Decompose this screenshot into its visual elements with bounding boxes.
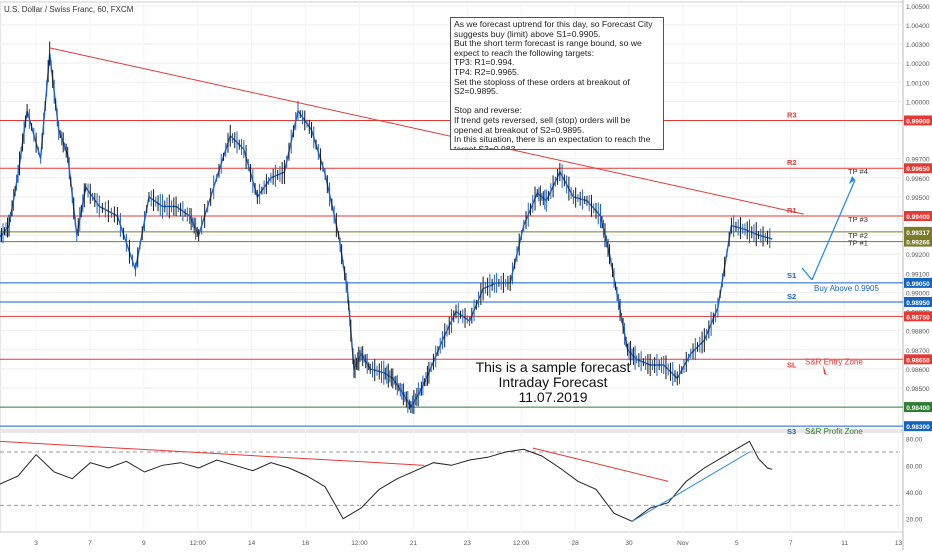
level-name-label: TP #1 [848, 239, 868, 248]
level-name-label: R2 [787, 158, 797, 167]
level-price-badge-text: 0.98950 [906, 300, 930, 307]
level-name-label: R1 [787, 206, 797, 215]
time-tick-label: Nov [677, 540, 689, 547]
time-tick-label: 3 [34, 540, 38, 547]
price-tick-label: 1.00300 [906, 42, 930, 49]
price-tick-label: 0.99200 [906, 252, 930, 259]
forecast-note: As we forecast uptrend for this day, so … [450, 17, 664, 150]
level-name-label: S1 [787, 271, 796, 280]
oscillator-tick-label: 40.00 [906, 490, 923, 497]
level-price-badge [904, 236, 932, 247]
price-tick-label: 0.98800 [906, 329, 930, 336]
time-tick-label: 21 [410, 540, 418, 547]
time-tick-label: 11 [841, 540, 848, 547]
center-text-line: This is a sample forecast [476, 359, 631, 375]
level-name-label: TP #2 [848, 231, 868, 240]
price-tick-label: 0.99000 [906, 290, 930, 297]
level-price-badge [904, 211, 932, 221]
oscillator-uptrend-line [631, 451, 750, 522]
price-tick-label: 0.98500 [906, 386, 930, 393]
entry-zone-label: S&R Entry Zone [805, 357, 863, 366]
level-price-badge-text: 0.99266 [906, 240, 930, 247]
level-price-badge [904, 421, 932, 432]
price-tick-label: 1.00100 [906, 80, 930, 87]
oscillator-tick-label: 60.00 [906, 463, 923, 470]
oscillator-tick-label: 20.00 [906, 517, 923, 524]
level-price-badge [904, 311, 932, 322]
oscillator-tick-label: 80.00 [906, 437, 923, 444]
level-price-badge-text: 0.99900 [906, 118, 930, 125]
oscillator-trendline-2 [532, 447, 669, 482]
time-tick-label: 7 [789, 540, 793, 547]
oscillator-trendline-1 [0, 440, 425, 466]
time-tick-label: 16 [302, 540, 310, 547]
level-price-badge [904, 226, 932, 237]
price-tick-label: 0.99100 [906, 271, 930, 278]
level-price-badge [904, 163, 932, 174]
entry-down-arrow [823, 365, 828, 376]
time-tick-label: 28 [571, 540, 579, 547]
level-name-label: S2 [787, 292, 796, 301]
level-price-badge-text: 0.99650 [906, 166, 930, 173]
profit-zone-label: S&R Profit Zone [805, 427, 863, 436]
price-tick-label: 1.00500 [906, 4, 930, 11]
level-price-badge-text: 0.99400 [906, 214, 930, 221]
level-price-badge [904, 402, 932, 413]
time-tick-label: 12:00 [513, 540, 530, 547]
level-price-badge [904, 115, 932, 126]
time-tick-label: 7 [88, 540, 92, 547]
center-text-line: Intraday Forecast [499, 374, 608, 390]
time-tick-label: 9 [142, 540, 146, 547]
level-name-label: R3 [787, 110, 797, 119]
price-tick-label: 1.00000 [906, 99, 930, 106]
level-price-badge-text: 0.99317 [906, 230, 930, 237]
time-tick-label: 30 [625, 540, 633, 547]
time-tick-label: 12:00 [190, 540, 207, 547]
price-tick-label: 1.00200 [906, 61, 930, 68]
level-price-badge-text: 0.98400 [906, 405, 930, 412]
forecast-arrow [811, 179, 856, 281]
level-name-label: TP #4 [848, 167, 868, 176]
oscillator-series [0, 440, 773, 522]
time-tick-label: 23 [464, 540, 472, 547]
time-tick-label: 5 [735, 540, 739, 547]
price-tick-label: 0.99500 [906, 195, 930, 202]
level-price-badge-text: 0.98300 [906, 424, 930, 431]
time-tick-label: 13 [895, 540, 903, 547]
price-tick-label: 0.99600 [906, 176, 930, 183]
instrument-title: U.S. Dollar / Swiss Franc, 60, FXCM [4, 5, 134, 14]
level-price-badge-text: 0.98750 [906, 314, 930, 321]
center-text-line: 11.07.2019 [518, 389, 587, 405]
level-price-badge [904, 277, 932, 288]
forecast-arrow-tail [801, 267, 813, 281]
level-price-badge-text: 0.99050 [906, 281, 930, 288]
level-name-label: TP #3 [848, 215, 868, 224]
level-name-label: S3 [787, 427, 796, 436]
forecast-arrow-head [849, 175, 855, 184]
level-name-label: SL [787, 360, 797, 369]
price-tick-label: 1.00400 [906, 23, 930, 30]
time-tick-label: 14 [248, 540, 256, 547]
time-tick-label: 12:00 [351, 540, 368, 547]
level-price-badge [904, 296, 932, 307]
buy-above-label: Buy Above 0.9905 [814, 284, 879, 293]
price-tick-label: 0.98600 [906, 367, 930, 374]
level-price-badge [904, 354, 932, 365]
level-price-badge-text: 0.98650 [906, 357, 930, 364]
price-tick-label: 0.98700 [906, 348, 930, 355]
oscillator-pane-frame [0, 431, 904, 533]
price-downtrend-line [49, 47, 804, 215]
price-tick-label: 0.99700 [906, 157, 930, 164]
